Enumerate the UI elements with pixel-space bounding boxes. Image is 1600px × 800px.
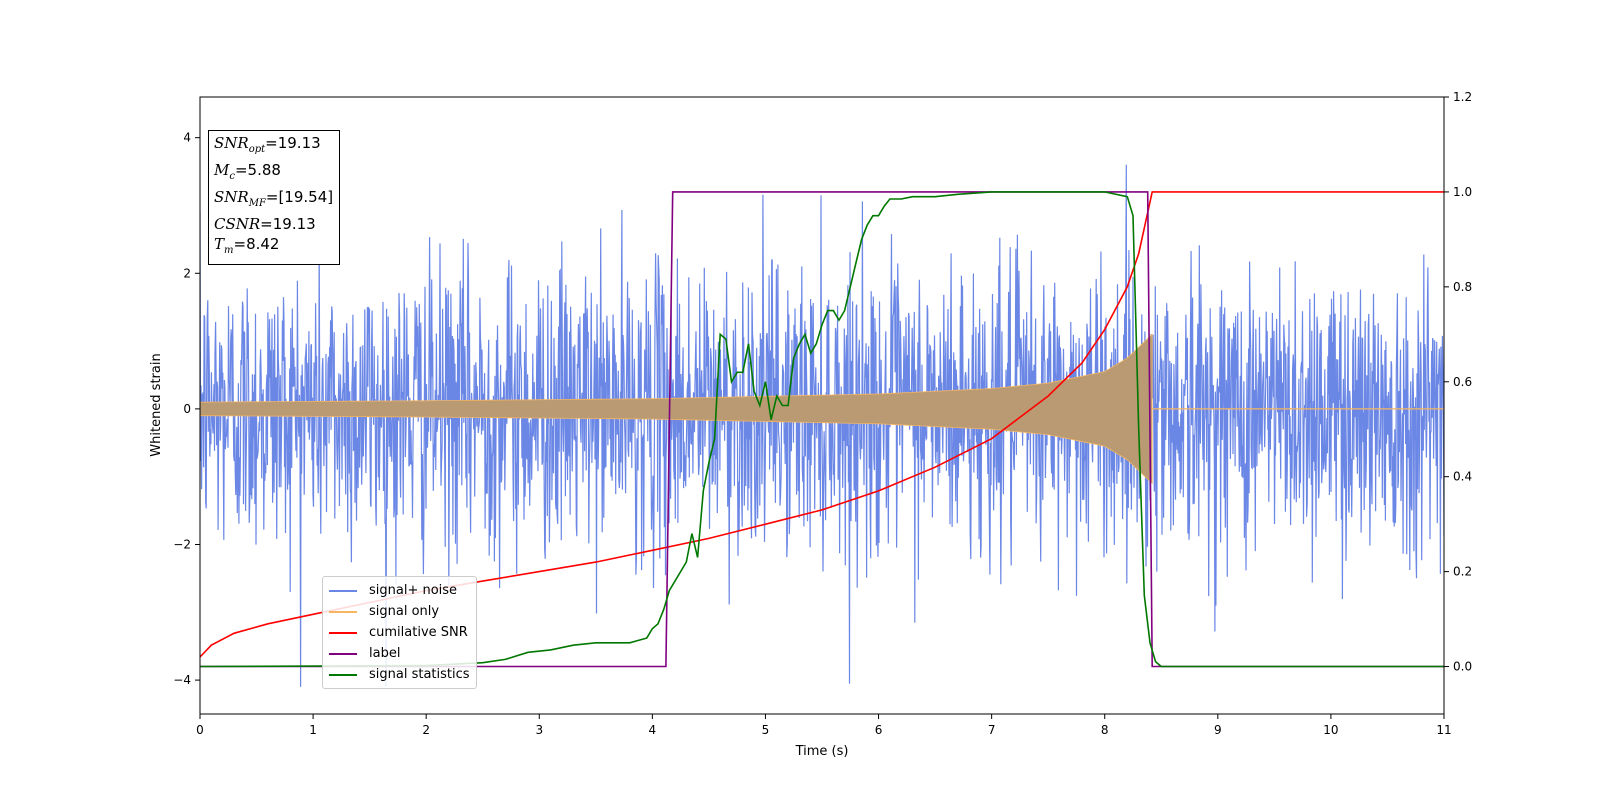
legend: signal+ noise signal only cumilative SNR… bbox=[322, 576, 477, 689]
y-right-tick-label: 1.2 bbox=[1453, 90, 1472, 104]
annotation-snr-opt: SNRopt=19.13 bbox=[214, 134, 321, 155]
y-right-tick-label: 0.8 bbox=[1453, 280, 1472, 294]
legend-label: label bbox=[369, 646, 401, 661]
y-axis-label: Whitened strain bbox=[149, 353, 164, 456]
signal-plus-noise-line bbox=[200, 164, 1444, 687]
legend-swatch bbox=[329, 631, 357, 634]
legend-label: signal only bbox=[369, 604, 440, 619]
legend-item-signal-only: signal only bbox=[329, 601, 470, 622]
x-tick-label: 8 bbox=[1101, 723, 1109, 737]
signal-plus-noise-series bbox=[200, 164, 1444, 687]
y-left-tick-label: −2 bbox=[173, 537, 191, 551]
signal-only-series bbox=[200, 333, 1444, 485]
x-tick-label: 2 bbox=[422, 723, 430, 737]
legend-swatch bbox=[329, 652, 357, 655]
legend-swatch bbox=[329, 589, 357, 592]
x-tick-label: 4 bbox=[649, 723, 657, 737]
signal-only-envelope bbox=[200, 333, 1153, 485]
x-tick-label: 9 bbox=[1214, 723, 1222, 737]
y-right-tick-label: 0.6 bbox=[1453, 375, 1472, 389]
legend-item-signal-noise: signal+ noise bbox=[329, 580, 470, 601]
annotation-merger-time: Tm=8.42 bbox=[214, 235, 280, 256]
y-right-tick-label: 0.2 bbox=[1453, 565, 1472, 579]
plot-area bbox=[200, 164, 1444, 687]
legend-item-signal-statistics: signal statistics bbox=[329, 664, 470, 685]
annotation-csnr: CSNR=19.13 bbox=[214, 215, 316, 233]
right-axis-series bbox=[200, 191, 1444, 668]
y-right-tick-label: 0.0 bbox=[1453, 660, 1472, 674]
x-tick-label: 7 bbox=[988, 723, 996, 737]
legend-label: signal+ noise bbox=[369, 583, 458, 598]
x-tick-label: 6 bbox=[875, 723, 883, 737]
x-tick-label: 5 bbox=[762, 723, 770, 737]
y-left-tick-label: 2 bbox=[183, 266, 191, 280]
cumulative-snr-line bbox=[200, 191, 1444, 658]
legend-item-cumulative-snr: cumilative SNR bbox=[329, 622, 470, 643]
y-axis-right-ticks: 0.0 0.2 0.4 0.6 0.8 1.0 1.2 bbox=[1444, 90, 1472, 674]
y-left-tick-label: 0 bbox=[183, 402, 191, 416]
y-right-tick-label: 1.0 bbox=[1453, 185, 1472, 199]
signal-statistics-line bbox=[200, 191, 1444, 668]
x-tick-label: 11 bbox=[1436, 723, 1451, 737]
plot-frame bbox=[199, 96, 1445, 715]
x-tick-label: 0 bbox=[196, 723, 204, 737]
legend-label: signal statistics bbox=[369, 667, 470, 682]
y-left-tick-label: 4 bbox=[183, 131, 191, 145]
x-axis-ticks: 0 1 2 3 4 5 6 7 8 9 10 11 bbox=[196, 714, 1452, 737]
annotation-chirp-mass: Mc=5.88 bbox=[214, 161, 281, 182]
annotation-box: SNRopt=19.13 Mc=5.88 SNRMF=[19.54] CSNR=… bbox=[208, 130, 341, 265]
legend-label: cumilative SNR bbox=[369, 625, 468, 640]
y-right-tick-label: 0.4 bbox=[1453, 470, 1472, 484]
legend-item-label: label bbox=[329, 643, 470, 664]
x-tick-label: 1 bbox=[309, 723, 317, 737]
y-axis-left-ticks: −4 −2 0 2 4 bbox=[173, 131, 200, 687]
legend-swatch bbox=[329, 610, 357, 613]
x-tick-label: 10 bbox=[1323, 723, 1338, 737]
annotation-snr-mf: SNRMF=[19.54] bbox=[214, 188, 334, 209]
legend-swatch bbox=[329, 673, 357, 676]
x-axis-label: Time (s) bbox=[795, 744, 849, 759]
x-tick-label: 3 bbox=[535, 723, 543, 737]
y-left-tick-label: −4 bbox=[173, 673, 191, 687]
